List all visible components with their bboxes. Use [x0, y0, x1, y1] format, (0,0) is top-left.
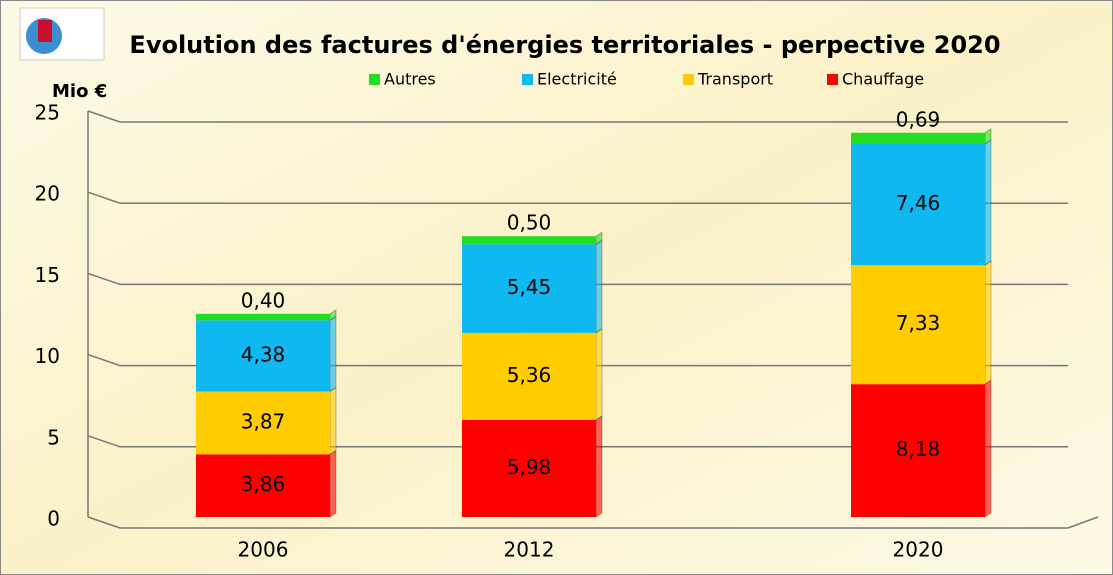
y-tick-label: 15	[35, 263, 60, 287]
legend-swatch	[369, 74, 380, 85]
logo	[19, 7, 105, 61]
legend-label: Electricité	[537, 70, 617, 89]
grid-line	[87, 191, 1068, 204]
data-label: 0,40	[241, 288, 286, 312]
data-label: 3,87	[241, 409, 286, 433]
y-tick-label: 25	[35, 101, 60, 125]
x-tick-label: 2020	[893, 538, 944, 562]
data-label: 3,86	[241, 472, 286, 496]
data-label: 5,98	[507, 455, 552, 479]
bar-side	[329, 449, 337, 518]
legend-swatch	[522, 74, 533, 85]
legend-label: Chauffage	[842, 70, 924, 89]
legend-label: Transport	[697, 70, 773, 89]
bar	[851, 143, 985, 266]
data-label: 7,46	[896, 191, 941, 215]
bar	[462, 419, 596, 517]
legend-label: Autres	[384, 70, 436, 89]
grid-line	[87, 353, 1068, 367]
grid-line	[87, 516, 1099, 529]
y-tick-label: 0	[47, 507, 60, 531]
bar-side	[595, 414, 603, 518]
x-tick-label: 2006	[238, 538, 289, 562]
data-label: 0,69	[896, 107, 941, 131]
bar-side	[984, 139, 992, 267]
y-axis-label: Mio €	[52, 81, 107, 102]
bar	[196, 391, 330, 455]
bar-side	[984, 260, 992, 386]
bar	[462, 332, 596, 420]
y-tick-label: 5	[47, 425, 60, 449]
data-label: 0,50	[507, 211, 552, 235]
bar-side	[595, 327, 603, 421]
grid-line	[87, 272, 1068, 286]
bar	[462, 236, 596, 245]
data-label: 4,38	[241, 342, 286, 366]
data-label: 7,33	[896, 311, 941, 335]
legend-swatch	[827, 74, 838, 85]
data-label: 5,36	[507, 363, 552, 387]
chart-title: Evolution des factures d'énergies territ…	[129, 31, 1000, 59]
legend-swatch	[683, 74, 694, 85]
bar-side	[984, 379, 992, 518]
bar-side	[329, 386, 337, 456]
bar-side	[329, 315, 337, 393]
bar	[851, 265, 985, 385]
bar-side	[595, 239, 603, 334]
bar	[851, 384, 985, 517]
bar	[462, 244, 596, 333]
bar	[196, 320, 330, 392]
data-label: 8,18	[896, 437, 941, 461]
data-label: 5,45	[507, 275, 552, 299]
grid-line	[87, 110, 1068, 123]
bar	[196, 454, 330, 517]
y-tick-label: 20	[35, 182, 60, 206]
x-tick-label: 2012	[504, 538, 555, 562]
y-tick-label: 10	[35, 344, 60, 368]
grid-line	[87, 435, 1068, 448]
bar	[196, 313, 330, 321]
bar	[851, 132, 985, 144]
